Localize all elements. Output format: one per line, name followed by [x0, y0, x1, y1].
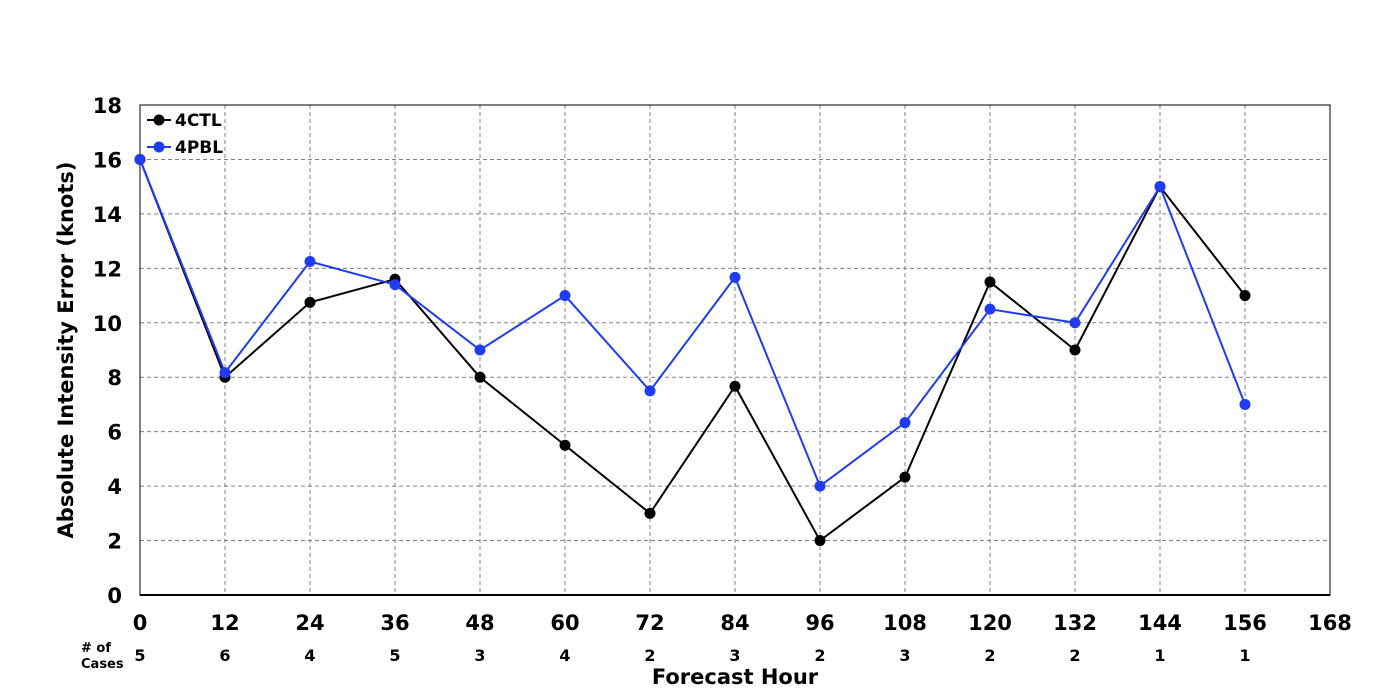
data-point	[644, 507, 656, 519]
y-tick-label: 14	[93, 203, 122, 227]
y-tick-label: 10	[93, 312, 122, 336]
data-point	[984, 303, 996, 315]
data-point	[134, 153, 146, 165]
x-tick-label: 60	[550, 611, 579, 635]
y-tick-label: 16	[93, 148, 122, 172]
case-count: 3	[899, 646, 910, 665]
x-tick-label: 48	[465, 611, 494, 635]
case-count: 1	[1239, 646, 1250, 665]
y-tick-label: 8	[107, 366, 122, 390]
data-point	[219, 367, 231, 379]
legend-label: 4PBL	[175, 138, 223, 158]
cases-label-line1: # of	[81, 641, 111, 656]
cases-label-line2: Cases	[81, 657, 124, 672]
x-tick-label: 120	[968, 611, 1012, 635]
case-count: 4	[304, 646, 315, 665]
case-count: 1	[1154, 646, 1165, 665]
case-count: 3	[474, 646, 485, 665]
x-tick-label: 132	[1053, 611, 1097, 635]
x-axis-title: Forecast Hour	[652, 665, 819, 689]
case-count: 2	[984, 646, 995, 665]
x-tick-label: 72	[635, 611, 664, 635]
data-point	[814, 535, 826, 547]
case-count: 2	[1069, 646, 1080, 665]
data-point	[304, 296, 316, 308]
data-point	[559, 290, 571, 302]
y-tick-label: 2	[107, 530, 122, 554]
x-tick-label: 96	[805, 611, 834, 635]
data-point	[559, 439, 571, 451]
x-tick-label: 156	[1223, 611, 1267, 635]
series-line	[139, 159, 1246, 488]
data-point	[644, 385, 656, 397]
y-tick-label: 12	[93, 257, 122, 281]
data-point	[1239, 398, 1251, 410]
legend-marker	[153, 141, 165, 153]
series-line	[139, 159, 1246, 543]
legend: 4CTL 4PBL	[147, 111, 223, 158]
x-tick-label: 168	[1308, 611, 1352, 635]
x-tick-label: 0	[133, 611, 148, 635]
x-tick-label: 36	[380, 611, 409, 635]
y-tick-label: 0	[107, 584, 122, 608]
case-count: 6	[219, 646, 230, 665]
x-tick-label: 24	[295, 611, 324, 635]
data-point	[1069, 317, 1081, 329]
data-point	[899, 417, 911, 429]
data-point	[814, 480, 826, 492]
x-tick-label: 84	[720, 611, 749, 635]
data-point	[1239, 290, 1251, 302]
data-point	[729, 271, 741, 283]
legend-label: 4CTL	[175, 111, 222, 131]
x-tick-labels: 0 12 24 36 48 60 72 84 96 108 120 132 144 156 168	[133, 611, 1352, 635]
y-tick-labels: 0 2 4 6 8 10 12 14 16 18	[93, 94, 122, 608]
y-tick-label: 18	[93, 94, 122, 118]
case-count: 5	[134, 646, 145, 665]
case-count: 3	[729, 646, 740, 665]
y-tick-label: 4	[107, 475, 122, 499]
legend-item-4ctl: 4CTL	[147, 111, 222, 131]
case-count: 2	[644, 646, 655, 665]
x-tick-label: 144	[1138, 611, 1182, 635]
case-counts: 5 6 4 5 3 4 2 3 2 3 2 2 1 1	[134, 646, 1250, 665]
legend-item-4pbl: 4PBL	[147, 138, 223, 158]
data-point	[389, 279, 401, 291]
data-point	[1154, 181, 1166, 193]
legend-marker	[153, 114, 165, 126]
series-4pbl	[134, 153, 1251, 492]
y-tick-label: 6	[107, 421, 122, 445]
case-count: 5	[389, 646, 400, 665]
case-count: 2	[814, 646, 825, 665]
series	[134, 153, 1251, 547]
data-point	[474, 344, 486, 356]
x-tick-label: 12	[210, 611, 239, 635]
data-point	[899, 471, 911, 483]
data-point	[984, 276, 996, 288]
case-count: 4	[559, 646, 570, 665]
data-point	[729, 380, 741, 392]
y-axis-title: Absolute Intensity Error (knots)	[54, 162, 78, 539]
series-4ctl	[134, 153, 1251, 547]
data-point	[474, 371, 486, 383]
x-tick-label: 108	[883, 611, 927, 635]
grid	[140, 105, 1330, 595]
data-point	[1069, 344, 1081, 356]
data-point	[304, 256, 316, 268]
